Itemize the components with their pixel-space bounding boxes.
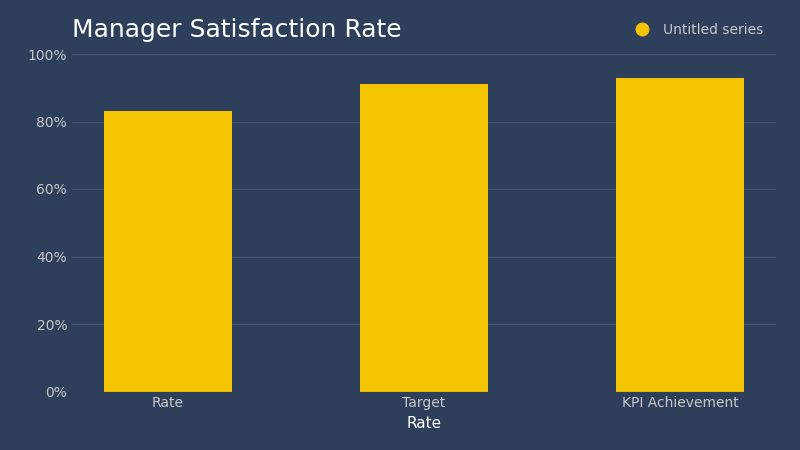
Bar	[104, 112, 232, 392]
Text: Manager Satisfaction Rate: Manager Satisfaction Rate	[72, 18, 402, 42]
Bar	[616, 77, 744, 391]
Legend: Untitled series: Untitled series	[623, 17, 769, 42]
Bar	[360, 85, 488, 392]
X-axis label: Rate: Rate	[406, 416, 442, 431]
